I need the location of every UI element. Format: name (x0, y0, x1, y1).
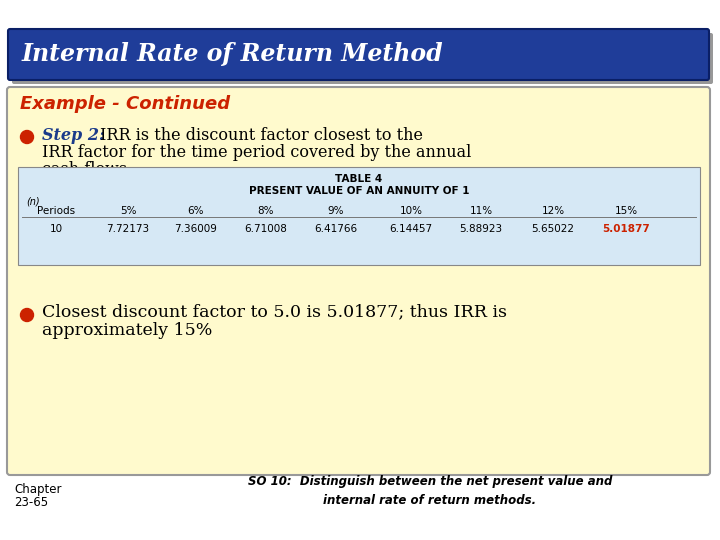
Text: 6%: 6% (188, 206, 204, 216)
Text: 6.41766: 6.41766 (315, 224, 358, 234)
Text: SO 10:  Distinguish between the net present value and
internal rate of return me: SO 10: Distinguish between the net prese… (248, 476, 612, 507)
Text: Periods: Periods (37, 206, 75, 216)
Text: (n): (n) (26, 196, 40, 206)
Text: PRESENT VALUE OF AN ANNUITY OF 1: PRESENT VALUE OF AN ANNUITY OF 1 (248, 186, 469, 196)
Text: IRR factor for the time period covered by the annual: IRR factor for the time period covered b… (42, 144, 472, 161)
FancyBboxPatch shape (7, 87, 710, 475)
FancyBboxPatch shape (12, 33, 713, 84)
Text: 5.01877: 5.01877 (602, 224, 650, 234)
Text: Internal Rate of Return Method: Internal Rate of Return Method (22, 42, 444, 66)
Text: 11%: 11% (469, 206, 492, 216)
Text: Example - Continued: Example - Continued (20, 95, 230, 113)
Text: Step 2:: Step 2: (42, 127, 105, 144)
Text: TABLE 4: TABLE 4 (336, 174, 382, 184)
Text: 5.65022: 5.65022 (531, 224, 575, 234)
Text: IRR is the discount factor closest to the: IRR is the discount factor closest to th… (100, 127, 423, 144)
Text: 9%: 9% (328, 206, 344, 216)
FancyBboxPatch shape (8, 29, 709, 80)
Circle shape (20, 131, 34, 144)
Text: 12%: 12% (541, 206, 564, 216)
Text: 7.72173: 7.72173 (107, 224, 150, 234)
Text: 23-65: 23-65 (14, 496, 48, 509)
Text: 5.88923: 5.88923 (459, 224, 503, 234)
Text: 5%: 5% (120, 206, 136, 216)
FancyBboxPatch shape (18, 167, 700, 265)
Text: 7.36009: 7.36009 (174, 224, 217, 234)
Text: 10%: 10% (400, 206, 423, 216)
Text: cash flows.: cash flows. (42, 161, 132, 178)
Text: Chapter: Chapter (14, 483, 61, 496)
Text: 15%: 15% (614, 206, 638, 216)
Text: 10: 10 (50, 224, 63, 234)
Text: 6.71008: 6.71008 (245, 224, 287, 234)
Text: 8%: 8% (258, 206, 274, 216)
Circle shape (20, 308, 34, 321)
Text: 6.14457: 6.14457 (390, 224, 433, 234)
Text: approximately 15%: approximately 15% (42, 322, 212, 339)
Text: Closest discount factor to 5.0 is 5.01877; thus IRR is: Closest discount factor to 5.0 is 5.0187… (42, 303, 507, 320)
